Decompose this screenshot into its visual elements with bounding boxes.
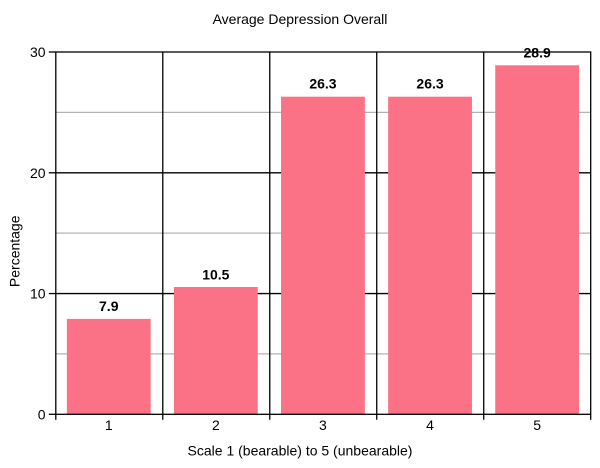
svg-text:Scale 1 (bearable) to 5 (unbea: Scale 1 (bearable) to 5 (unbearable) [188, 443, 413, 459]
svg-text:4: 4 [426, 417, 434, 433]
svg-text:3: 3 [319, 417, 327, 433]
svg-text:20: 20 [30, 165, 46, 181]
svg-text:7.9: 7.9 [99, 298, 119, 314]
svg-text:0: 0 [38, 406, 46, 422]
svg-text:10: 10 [30, 286, 46, 302]
svg-text:Percentage: Percentage [7, 215, 23, 287]
svg-text:26.3: 26.3 [309, 76, 336, 92]
svg-text:1: 1 [105, 417, 113, 433]
svg-text:28.9: 28.9 [524, 44, 551, 60]
svg-text:26.3: 26.3 [416, 76, 443, 92]
svg-text:5: 5 [533, 417, 541, 433]
svg-text:2: 2 [212, 417, 220, 433]
svg-text:Average Depression Overall: Average Depression Overall [213, 11, 388, 27]
svg-text:10.5: 10.5 [202, 267, 229, 283]
svg-text:30: 30 [30, 44, 46, 60]
